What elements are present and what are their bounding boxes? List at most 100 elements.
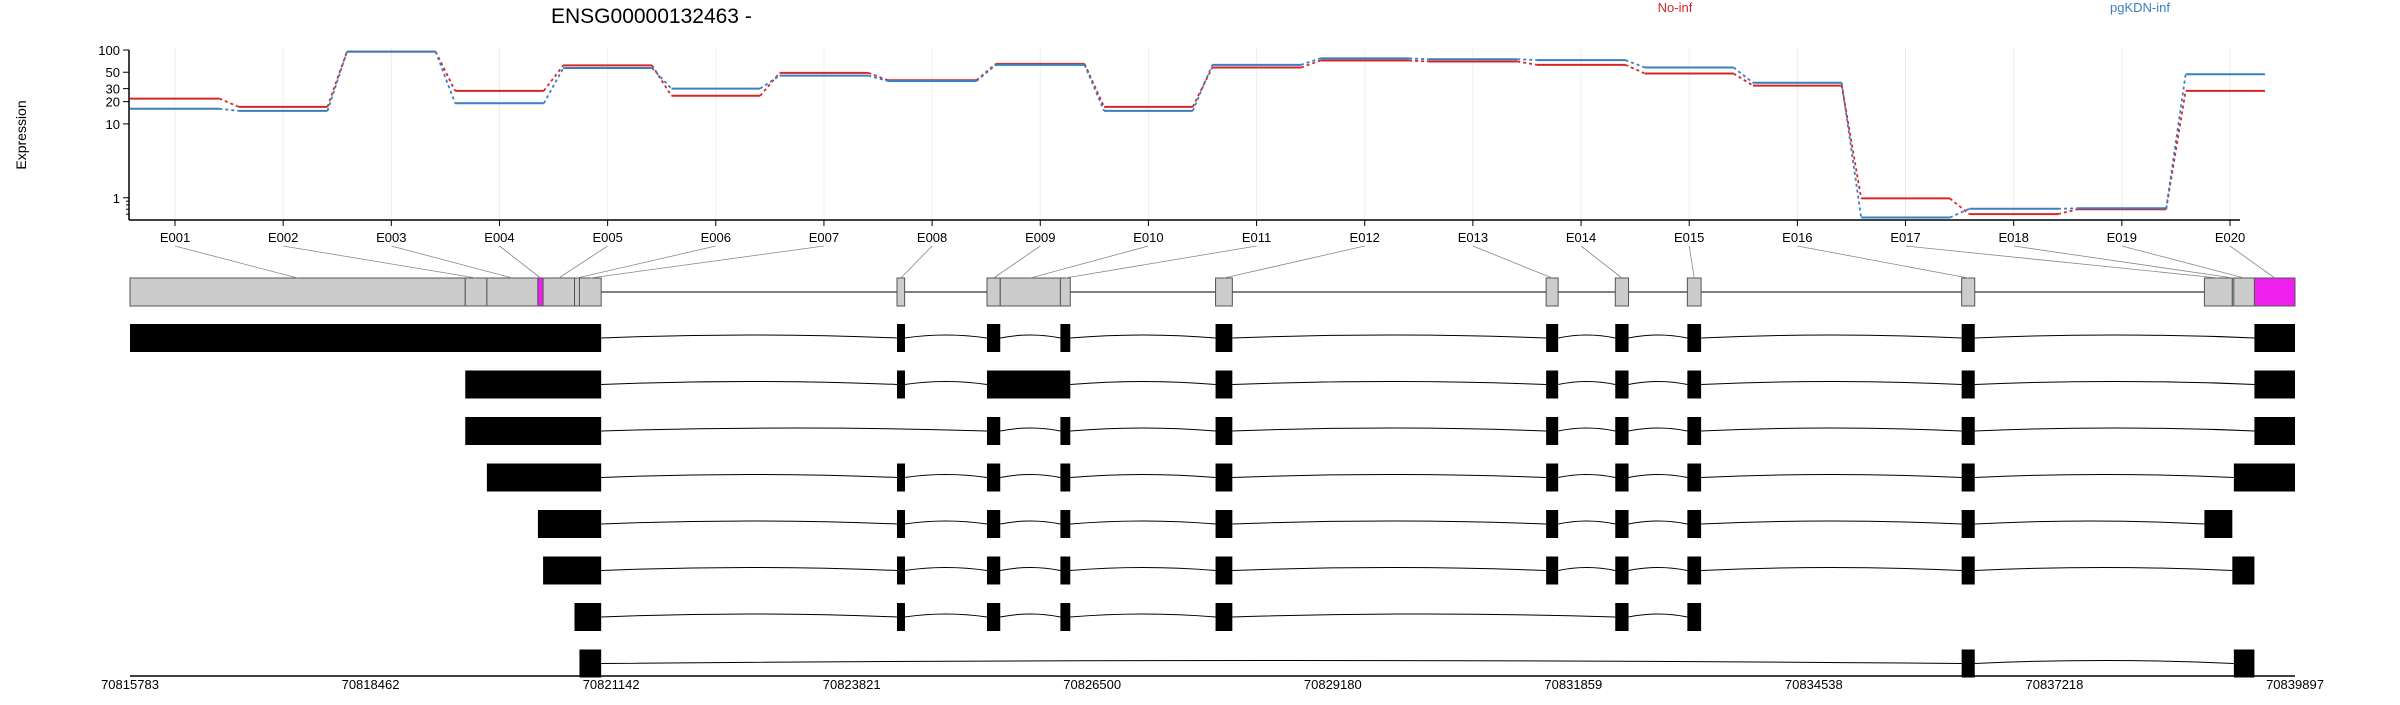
series-connector — [1409, 58, 1428, 59]
transcript-8 — [579, 650, 2254, 678]
gene-model-exon-e012 — [1216, 278, 1233, 306]
transcript-intron — [1000, 521, 1060, 524]
transcript-exon — [987, 510, 1000, 538]
gene-model-exon-e017 — [2204, 278, 2232, 306]
series-connector — [868, 76, 887, 81]
series-connector — [760, 73, 779, 96]
transcript-exon — [1546, 464, 1558, 492]
exon-mapping-line — [1065, 246, 1256, 278]
transcript-exon — [1687, 417, 1701, 445]
y-tick-label: 10 — [106, 117, 120, 132]
transcript-exon — [2254, 371, 2295, 399]
transcript-exon — [987, 557, 1000, 585]
x-tick-label-e007: E007 — [809, 230, 839, 245]
x-tick-label-e011: E011 — [1242, 230, 1271, 245]
series-connector — [219, 109, 238, 111]
genomic-tick-label: 70834538 — [1785, 677, 1843, 692]
transcript-exon — [897, 371, 905, 399]
transcript-exon — [897, 603, 905, 631]
transcript-exon — [1615, 324, 1628, 352]
transcript-exon — [987, 417, 1000, 445]
transcript-intron — [1232, 335, 1546, 338]
y-tick-label: 100 — [98, 43, 120, 58]
series-1 — [130, 52, 2265, 215]
transcript-intron — [1000, 475, 1060, 478]
transcript-exon — [897, 510, 905, 538]
transcript-intron — [1629, 568, 1688, 571]
gene-model-exon-e016 — [1962, 278, 1975, 306]
exon-mapping-line — [2230, 246, 2275, 278]
transcript-1 — [130, 324, 2295, 352]
transcript-intron — [1558, 475, 1615, 478]
transcript-exon — [1615, 417, 1628, 445]
exon-mapping-line — [1473, 246, 1552, 278]
series-connector — [544, 68, 563, 103]
series-connector — [652, 65, 671, 95]
series-connector — [1301, 58, 1320, 64]
x-tick-label-e006: E006 — [701, 230, 731, 245]
legend-item-2: pgKDN-inf — [2110, 0, 2170, 15]
transcript-exon — [1615, 371, 1628, 399]
transcript-intron — [1070, 335, 1215, 338]
gene-model-exon-e004 — [538, 278, 543, 306]
gene-model-exon-e001 — [130, 278, 465, 306]
gene-model-exon-e006 — [575, 278, 580, 306]
transcript-intron — [1975, 428, 2255, 431]
transcript-exon — [579, 650, 601, 678]
transcript-exon — [1546, 371, 1558, 399]
transcript-intron — [1975, 475, 2234, 478]
transcript-intron — [1232, 614, 1615, 617]
y-tick-label: 30 — [106, 82, 120, 97]
x-tick-label-e013: E013 — [1458, 230, 1488, 245]
transcript-intron — [1701, 568, 1962, 571]
gene-model-exon-e007 — [579, 278, 601, 306]
gene-model-exon-e020 — [2254, 278, 2295, 306]
transcript-intron — [601, 428, 987, 431]
genomic-tick-label: 70829180 — [1304, 677, 1362, 692]
series-connector — [328, 52, 347, 107]
gene-model-exon-e013 — [1546, 278, 1558, 306]
transcript-exon — [1687, 510, 1701, 538]
exon-mapping-line — [1689, 246, 1694, 278]
transcript-exon — [987, 324, 1000, 352]
transcript-exon — [487, 464, 601, 492]
transcript-exon — [1962, 557, 1975, 585]
series-connector — [1625, 60, 1644, 67]
x-tick-label-e008: E008 — [917, 230, 947, 245]
gene-model-exon-e008 — [897, 278, 905, 306]
transcript-5 — [538, 510, 2232, 538]
genomic-tick-label: 70818462 — [342, 677, 400, 692]
transcript-intron — [1701, 428, 1962, 431]
exon-mapping-line — [283, 246, 476, 278]
transcript-exon — [1546, 417, 1558, 445]
transcript-exon — [897, 557, 905, 585]
gene-model-exon-e019 — [2234, 278, 2255, 306]
transcript-exon — [1615, 464, 1628, 492]
transcript-exon — [1060, 603, 1070, 631]
transcript-intron — [1558, 382, 1615, 385]
series-connector — [219, 99, 238, 107]
x-tick-label-e012: E012 — [1350, 230, 1380, 245]
exon-mapping-line — [1906, 246, 2219, 278]
series-connector — [868, 73, 887, 80]
series-connector — [1517, 61, 1536, 64]
exon-mapping-line — [1030, 246, 1148, 278]
transcript-exon — [1687, 464, 1701, 492]
transcript-exon — [1687, 603, 1701, 631]
transcript-intron — [1558, 568, 1615, 571]
series-connector — [1734, 67, 1753, 82]
transcript-intron — [1232, 475, 1546, 478]
series-connector — [1301, 61, 1320, 68]
transcript-exon — [1216, 510, 1233, 538]
transcript-exon — [897, 324, 905, 352]
x-tick-label-e010: E010 — [1133, 230, 1163, 245]
transcript-exon — [1615, 603, 1628, 631]
transcript-exon — [1216, 371, 1233, 399]
transcript-4 — [487, 464, 2295, 492]
transcript-intron — [1000, 614, 1060, 617]
x-tick-label-e016: E016 — [1782, 230, 1812, 245]
x-tick-label-e003: E003 — [376, 230, 406, 245]
transcript-intron — [1629, 614, 1688, 617]
series-connector — [2058, 209, 2077, 214]
